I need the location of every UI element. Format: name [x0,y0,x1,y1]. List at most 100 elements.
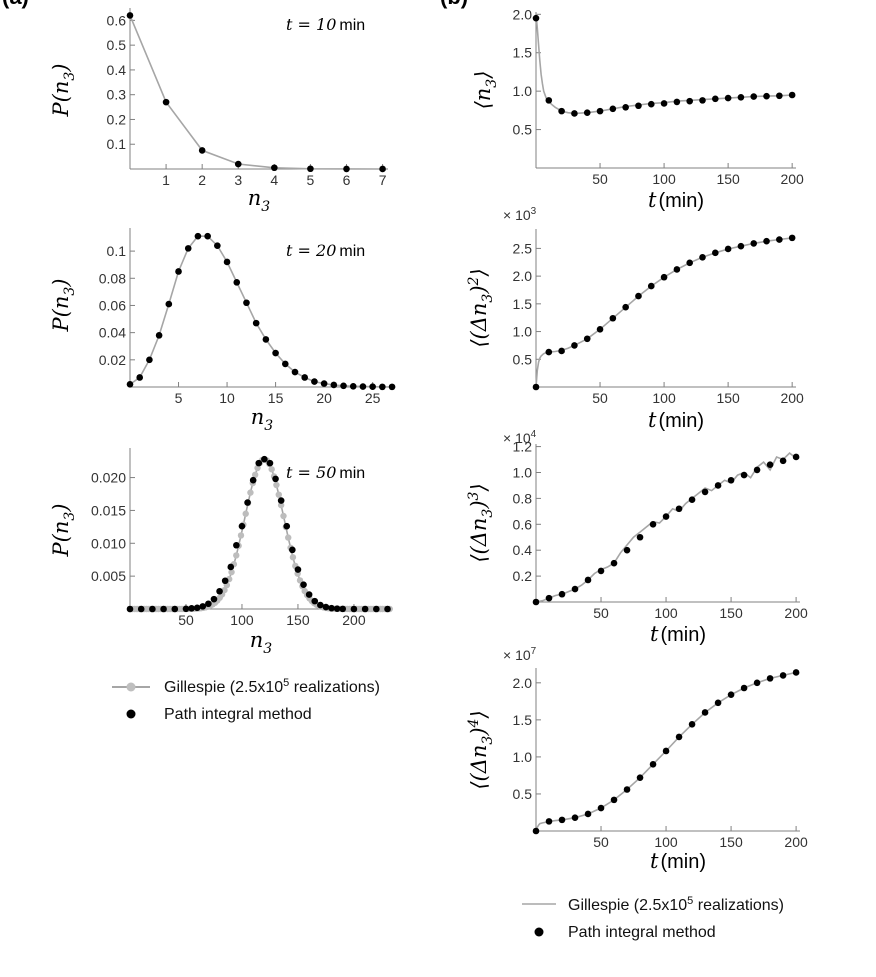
path-integral-point-mean [583,109,591,116]
path-integral-point-dist50 [294,566,302,573]
legend-left-gillespie-label: Gillespie (2.5x105 realizations) [164,677,380,696]
gillespie-point-dist50 [251,471,259,479]
path-integral-point-dist20 [311,378,318,385]
path-integral-point-dist50 [328,604,335,612]
path-integral-point-dist50 [289,546,296,554]
path-integral-point-var4 [610,796,618,804]
y-tick-label-var4: 1.0 [513,749,533,765]
path-integral-point-dist20 [243,299,250,307]
path-integral-point-dist20 [349,383,357,390]
path-integral-point-dist50 [361,605,369,613]
y-tick-label-dist10: 0.6 [107,12,127,28]
gillespie-point-dist50 [285,534,292,541]
path-integral-point-dist50 [149,605,156,613]
path-integral-point-dist20 [281,360,289,368]
legend-left-gillespie-exp: 5 [283,677,289,689]
x-tick-label-var4: 100 [654,834,678,850]
x-tick-label-dist10: 2 [198,172,206,188]
path-integral-point-dist50 [339,605,347,613]
path-integral-point-var2 [724,245,732,253]
path-integral-point-var2 [750,240,758,247]
y-tick-label-dist10: 0.1 [107,136,127,152]
path-integral-point-dist50 [193,604,201,612]
legend-left-path-marker [126,709,136,719]
gillespie-line-var2 [535,237,793,388]
path-integral-point-dist20 [204,232,211,240]
y-tick-label-var3: 0.8 [513,490,533,506]
gillespie-point-dist50 [242,510,249,517]
path-integral-point-dist50 [216,587,223,595]
path-integral-point-var4 [740,684,748,692]
path-integral-point-dist20 [369,383,376,391]
gillespie-point-dist50 [268,466,275,473]
path-integral-point-var2 [686,259,693,267]
x-tick-label-dist10: 1 [162,172,170,188]
path-integral-point-var2 [532,383,540,391]
path-integral-point-dist50 [160,605,167,613]
path-integral-point-dist50 [261,455,268,463]
path-integral-point-var4 [675,733,683,741]
panel-label-a: (a) [2,0,29,9]
path-integral-point-mean [647,100,655,108]
path-integral-point-dist10 [307,165,314,173]
path-integral-point-dist10 [379,165,386,173]
y-axis-label-var3: ⟨(Δn3)3⟩ [466,483,496,562]
path-integral-point-var2 [776,236,783,243]
path-integral-point-mean [596,107,604,115]
y-axis-label-mean: ⟨n3⟩ [471,71,500,110]
path-integral-point-var3 [792,453,800,461]
gillespie-point-dist50 [254,464,261,472]
y-tick-label-var3: 0.6 [513,516,533,532]
x-axis-label-dist10: n3 [248,186,271,215]
y-tick-label-dist20: 0.02 [99,352,126,368]
path-integral-point-dist50 [221,577,229,585]
path-integral-point-dist50 [188,605,195,612]
path-integral-point-var4 [727,691,735,698]
y-axis-label-dist50: P(n3) [49,504,78,558]
path-integral-point-dist20 [272,349,279,357]
x-tick-label-var3: 150 [719,605,743,621]
path-integral-point-var3 [649,520,657,528]
path-integral-point-var4 [636,774,644,781]
gillespie-line-dist20 [129,235,393,388]
path-integral-point-var2 [673,266,681,273]
y-tick-label-var4: 0.5 [513,786,533,802]
x-tick-label-dist10: 7 [379,172,387,188]
path-integral-point-var3 [545,594,553,602]
path-integral-point-dist50 [210,595,218,603]
x-tick-label-mean: 50 [592,171,608,187]
path-integral-point-dist20 [379,383,386,391]
path-integral-point-var2 [660,273,668,281]
path-integral-point-var3 [688,496,696,503]
x-tick-label-dist20: 20 [316,390,332,406]
x-tick-label-dist10: 6 [343,172,351,188]
path-integral-point-dist20 [359,383,367,390]
path-integral-point-var2 [622,303,629,311]
gillespie-point-dist50 [280,512,287,520]
x-tick-label-dist10: 4 [270,172,278,188]
path-integral-point-dist20 [262,336,270,343]
path-integral-point-dist50 [205,600,212,608]
multiplier-var4: × 107 [503,646,537,663]
path-integral-point-mean [699,97,706,104]
x-tick-label-mean: 200 [780,171,804,187]
x-axis-label-dist50: n3 [250,628,273,657]
x-tick-label-dist50: 50 [178,612,194,628]
path-integral-point-dist20 [388,383,396,391]
y-tick-label-mean: 0.5 [513,122,533,138]
path-integral-point-var2 [635,292,642,300]
path-integral-point-var4 [649,761,657,768]
path-integral-point-mean [763,92,770,100]
gillespie-line-dist10 [129,15,383,170]
x-tick-label-var3: 100 [654,605,678,621]
path-integral-point-dist20 [165,300,173,308]
path-integral-point-dist50 [384,605,391,613]
gillespie-point-dist50 [247,489,254,496]
x-tick-label-var4: 150 [719,834,743,850]
path-integral-point-dist10 [343,165,350,173]
path-integral-point-var2 [545,348,553,356]
y-tick-label-dist10: 0.5 [107,37,127,53]
path-integral-point-var4 [753,679,761,687]
path-integral-point-dist10 [126,12,134,19]
path-integral-point-var2 [558,347,565,355]
